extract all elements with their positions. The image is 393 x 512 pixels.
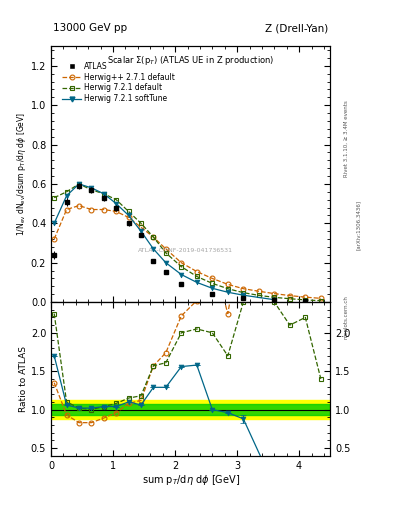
Text: Scalar $\Sigma$(p$_T$) (ATLAS UE in Z production): Scalar $\Sigma$(p$_T$) (ATLAS UE in Z pr… xyxy=(107,54,274,67)
Text: Z (Drell-Yan): Z (Drell-Yan) xyxy=(265,23,328,33)
Y-axis label: Ratio to ATLAS: Ratio to ATLAS xyxy=(19,346,28,412)
Legend: ATLAS, Herwig++ 2.7.1 default, Herwig 7.2.1 default, Herwig 7.2.1 softTune: ATLAS, Herwig++ 2.7.1 default, Herwig 7.… xyxy=(61,60,176,105)
Text: mcplots.cern.ch: mcplots.cern.ch xyxy=(344,295,349,339)
X-axis label: sum p$_T$/d$\eta$ d$\phi$ [GeV]: sum p$_T$/d$\eta$ d$\phi$ [GeV] xyxy=(141,473,240,487)
Text: ATLAS-CONF-2019-041736531: ATLAS-CONF-2019-041736531 xyxy=(138,248,233,253)
Text: 13000 GeV pp: 13000 GeV pp xyxy=(53,23,127,33)
Text: Rivet 3.1.10, ≥ 3.4M events: Rivet 3.1.10, ≥ 3.4M events xyxy=(344,100,349,177)
Y-axis label: 1/N$_{\sf ev}$ dN$_{\sf ev}$/dsum p$_{\sf T}$/d$\eta$ d$\phi$ [GeV]: 1/N$_{\sf ev}$ dN$_{\sf ev}$/dsum p$_{\s… xyxy=(15,112,28,236)
Text: [arXiv:1306.3436]: [arXiv:1306.3436] xyxy=(356,200,361,250)
